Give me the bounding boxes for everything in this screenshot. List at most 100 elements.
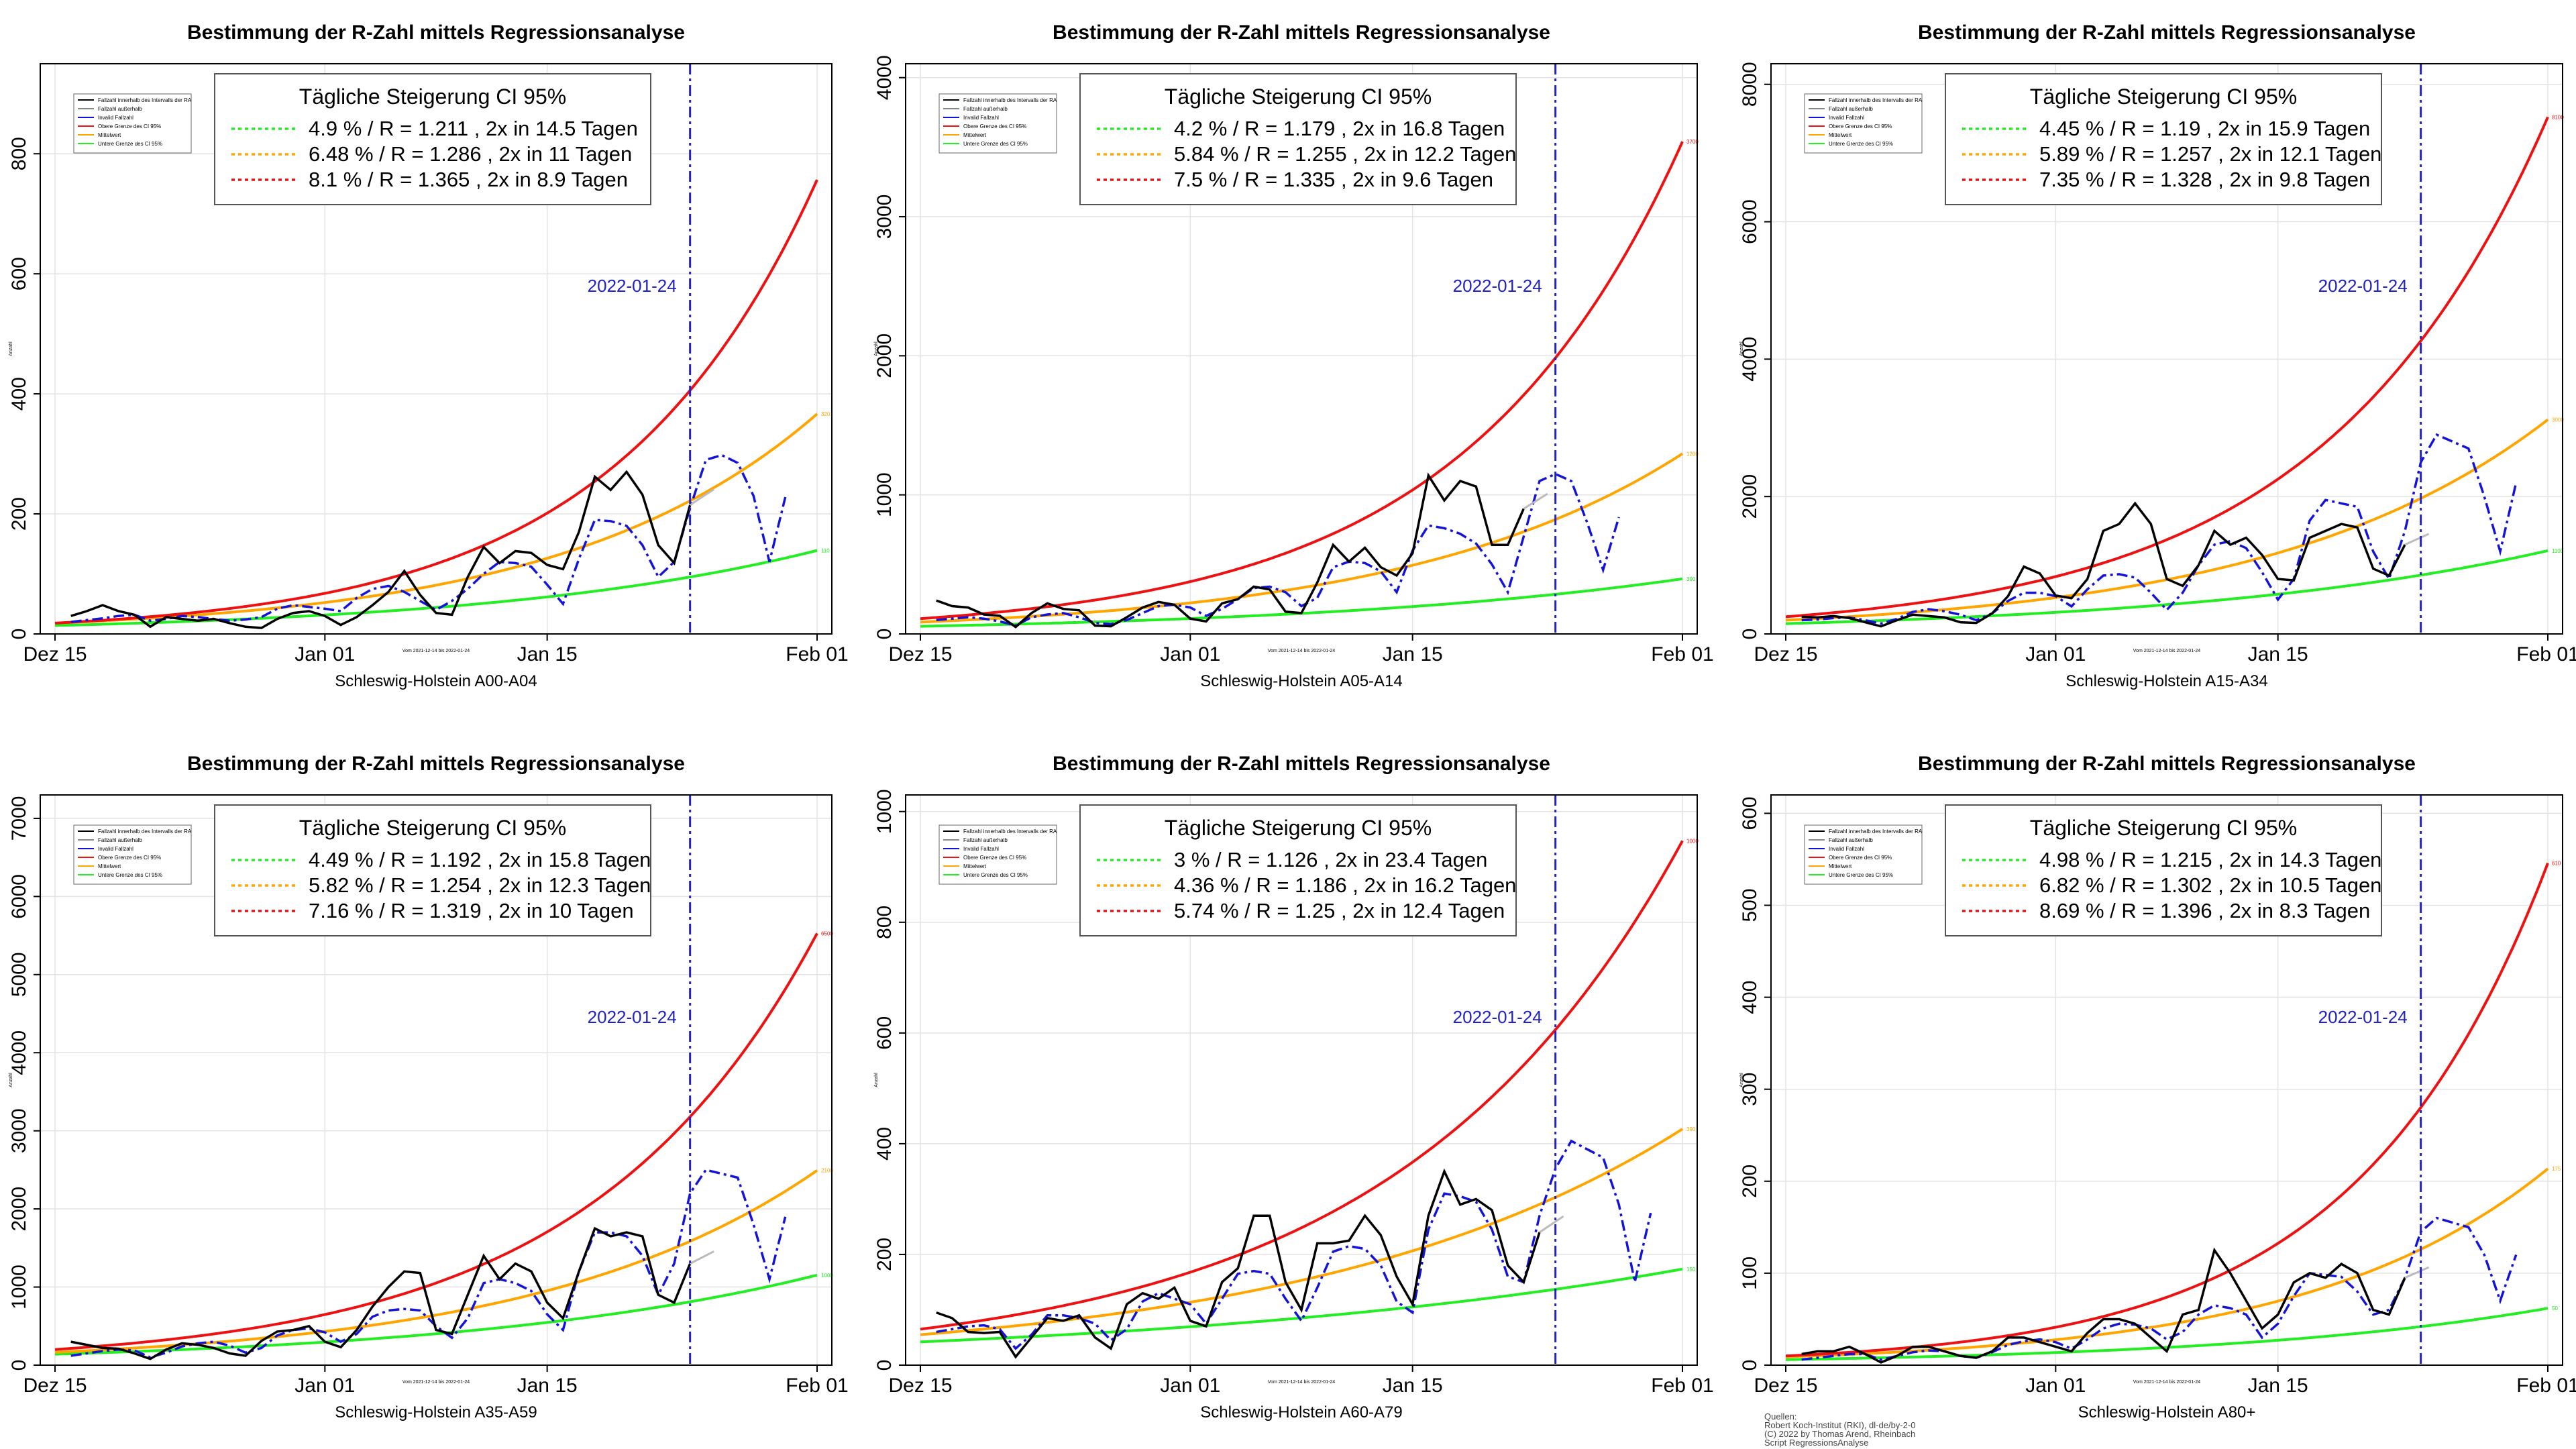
curve-end-label-mean: 390 [1686,1126,1696,1132]
cases-line [936,1168,1541,1359]
small-legend: Fallzahl innerhalb des Intervalls der RA… [1804,93,1923,154]
ci-legend-entry: 5.74 % / R = 1.25 , 2x in 12.4 Tagen [1174,899,1505,922]
y-tick-label: 200 [873,1238,896,1271]
x-tick-label: Jan 15 [517,643,578,665]
small-legend-label: Fallzahl innerhalb des Intervalls der RA [1829,828,1923,835]
x-tick-label: Jan 01 [2025,1375,2086,1397]
small-legend-label: Mittelwert [963,863,987,869]
predicted-cases-line [70,1168,787,1359]
ci-legend: Tägliche Steigerung CI 95% 4.98 % / R = 1… [1945,804,2382,936]
small-legend-label: Untere Grenze des CI 95% [1829,141,1893,147]
curve-upper [1785,862,2549,1358]
chart-title: Bestimmung der R-Zahl mittels Regression… [1053,21,1550,44]
plot-area [920,141,1684,629]
plot-area [54,179,818,629]
curve-end-label-lower: 1000 [821,1273,833,1279]
ci-legend-header: Tägliche Steigerung CI 95% [299,85,566,109]
small-legend-label: Obere Grenze des CI 95% [98,123,161,129]
projection-line [1539,1215,1564,1234]
ci-legend-entry: 4.49 % / R = 1.192 , 2x in 15.8 Tagen [309,848,651,871]
y-axis-label: Anzahl [874,341,879,356]
small-legend: Fallzahl innerhalb des Intervalls der RA… [938,93,1057,154]
x-tick-label: Jan 01 [1160,643,1220,665]
x-tick-label: Feb 01 [1651,1375,1713,1397]
y-axis-label: Anzahl [9,1073,13,1087]
ci-legend-box [214,804,651,936]
date-marker-label: 2022-01-24 [2318,276,2408,296]
small-legend-label: Fallzahl außerhalb [963,106,1008,112]
source-note: Quellen: Robert Koch-Institut (RKI), dl-d… [1764,1411,1915,1448]
curve-lower [920,577,1683,628]
x-tick-label: Feb 01 [1651,643,1713,665]
plot-frame [40,794,833,1366]
small-legend-label: Fallzahl außerhalb [1829,837,1873,843]
small-legend-label: Invalid Fallzahl [1829,115,1864,121]
ci-legend-entry: 7.16 % / R = 1.319 , 2x in 10 Tagen [309,899,634,922]
y-tick-label: 100 [1739,1256,1761,1290]
curve-end-label-upper: 1000 [1686,838,1699,844]
y-tick-label: 400 [873,1127,896,1161]
y-tick-label: 8000 [1739,62,1761,107]
small-legend-label: Fallzahl innerhalb des Intervalls der RA [963,97,1057,103]
x-tick-label: Dez 15 [23,643,87,665]
small-legend-label: Obere Grenze des CI 95% [98,855,161,861]
ci-legend-entry: 5.84 % / R = 1.255 , 2x in 12.2 Tagen [1174,142,1516,166]
small-legend-label: Fallzahl innerhalb des Intervalls der RA [963,828,1057,835]
y-tick-label: 4000 [8,1030,30,1075]
chart-panel: Bestimmung der R-Zahl mittels Regression… [1739,753,2576,1421]
chart-subtitle: Schleswig-Holstein A60-A79 [1200,1403,1403,1421]
projection-line [689,488,714,506]
small-legend-label: Fallzahl außerhalb [98,837,142,843]
curve-upper [920,141,1684,621]
x-tick-label: Feb 01 [2516,643,2576,665]
ci-legend-box [1945,73,2382,205]
y-tick-label: 2000 [873,333,896,378]
small-legend-label: Invalid Fallzahl [98,846,133,852]
source-line: (C) 2022 by Thomas Arend, Rheinbach [1764,1429,1915,1439]
predicted-cases-line [1801,1216,2518,1361]
cases-line [70,1226,692,1360]
small-legend-label: Mittelwert [963,132,987,138]
curve-end-label-mean: 2100 [821,1168,833,1174]
ci-legend-entry: 6.82 % / R = 1.302 , 2x in 10.5 Tagen [2039,873,2381,897]
ci-legend-box [1079,804,1517,936]
y-tick-label: 6000 [8,874,30,919]
y-tick-label: 300 [1739,1073,1761,1106]
y-tick-label: 600 [873,1016,896,1050]
ci-legend: Tägliche Steigerung CI 95% 4.9 % / R = 1.… [214,73,651,205]
chart-title: Bestimmung der R-Zahl mittels Regression… [1918,21,2416,44]
date-range-note: Vom 2021-12-14 bis 2022-01-24 [1268,649,1336,653]
chart-subtitle: Schleswig-Holstein A35-A59 [335,1403,537,1421]
curve-mean [1785,1167,2549,1358]
small-legend-label: Untere Grenze des CI 95% [963,141,1028,147]
y-tick-label: 3000 [873,195,896,239]
y-tick-label: 2000 [1739,474,1761,519]
x-tick-label: Feb 01 [786,643,848,665]
cases-line [1801,501,2406,628]
curve-upper [920,840,1684,1331]
chart-panel: Bestimmung der R-Zahl mittels Regression… [8,21,849,690]
chart-panel: Bestimmung der R-Zahl mittels Regression… [8,753,849,1421]
chart-title: Bestimmung der R-Zahl mittels Regression… [187,21,685,44]
ci-legend-entry: 4.98 % / R = 1.215 , 2x in 14.3 Tagen [2039,848,2381,871]
x-tick-label: Jan 15 [517,1375,578,1397]
y-tick-label: 2000 [8,1187,30,1232]
x-tick-label: Feb 01 [2516,1375,2576,1397]
curve-lower [54,1273,818,1356]
cases-line [70,470,692,629]
plot-frame [905,794,1698,1366]
ci-legend-box [214,73,651,205]
curve-mean [920,452,1684,624]
small-legend-label: Mittelwert [1829,863,1852,869]
small-legend-label: Fallzahl außerhalb [1829,106,1873,112]
x-tick-label: Dez 15 [1754,643,1817,665]
curve-end-label-mean: 1200 [1686,451,1699,457]
y-tick-label: 0 [873,629,896,640]
projection-line [2404,1266,2430,1279]
x-tick-label: Dez 15 [1754,1375,1817,1397]
curve-lower [54,549,818,627]
date-marker-label: 2022-01-24 [2318,1007,2408,1027]
y-tick-label: 800 [8,137,30,170]
source-line: Script RegressionsAnalyse [1764,1438,1868,1448]
